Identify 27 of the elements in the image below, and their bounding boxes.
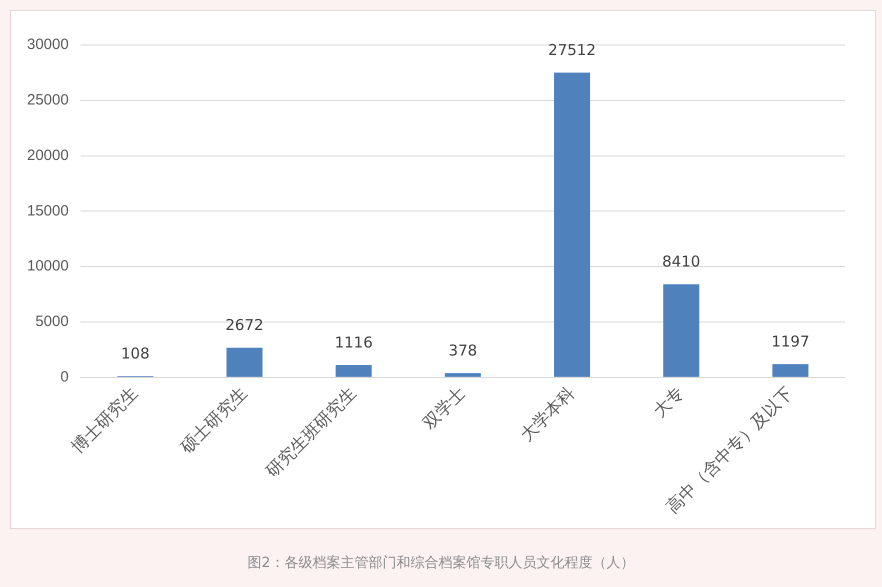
x-tick-label: 双学士 [420,383,469,433]
x-tick-label: 大专 [650,383,688,421]
data-label: 1116 [334,333,373,352]
bar [226,348,263,377]
data-label: 1197 [771,332,810,350]
y-tick-label: 10000 [26,258,69,275]
bar [554,72,590,377]
y-tick-label: 0 [60,368,69,386]
x-tick-label: 大学本科 [516,383,578,445]
bar [336,365,372,377]
y-tick-label: 25000 [26,92,69,109]
y-tick-label: 5000 [35,313,69,330]
x-tick-label: 研究生班研究生 [262,383,360,481]
x-tick-label: 博士研究生 [68,383,142,457]
caption: 图2：各级档案主管部门和综合档案馆专职人员文化程度（人） [246,554,636,572]
data-label: 378 [448,342,478,360]
data-label: 2672 [225,316,264,334]
bar [772,364,808,377]
x-tick-label: 硕士研究生 [176,383,251,458]
y-tick-label: 20000 [26,146,69,164]
bar [663,284,700,377]
bar [444,373,481,377]
y-tick-label: 15000 [26,202,69,220]
data-label: 8410 [662,252,700,271]
y-tick-label: 30000 [26,36,69,54]
data-label: 27512 [548,40,596,59]
data-label: 108 [120,344,150,363]
